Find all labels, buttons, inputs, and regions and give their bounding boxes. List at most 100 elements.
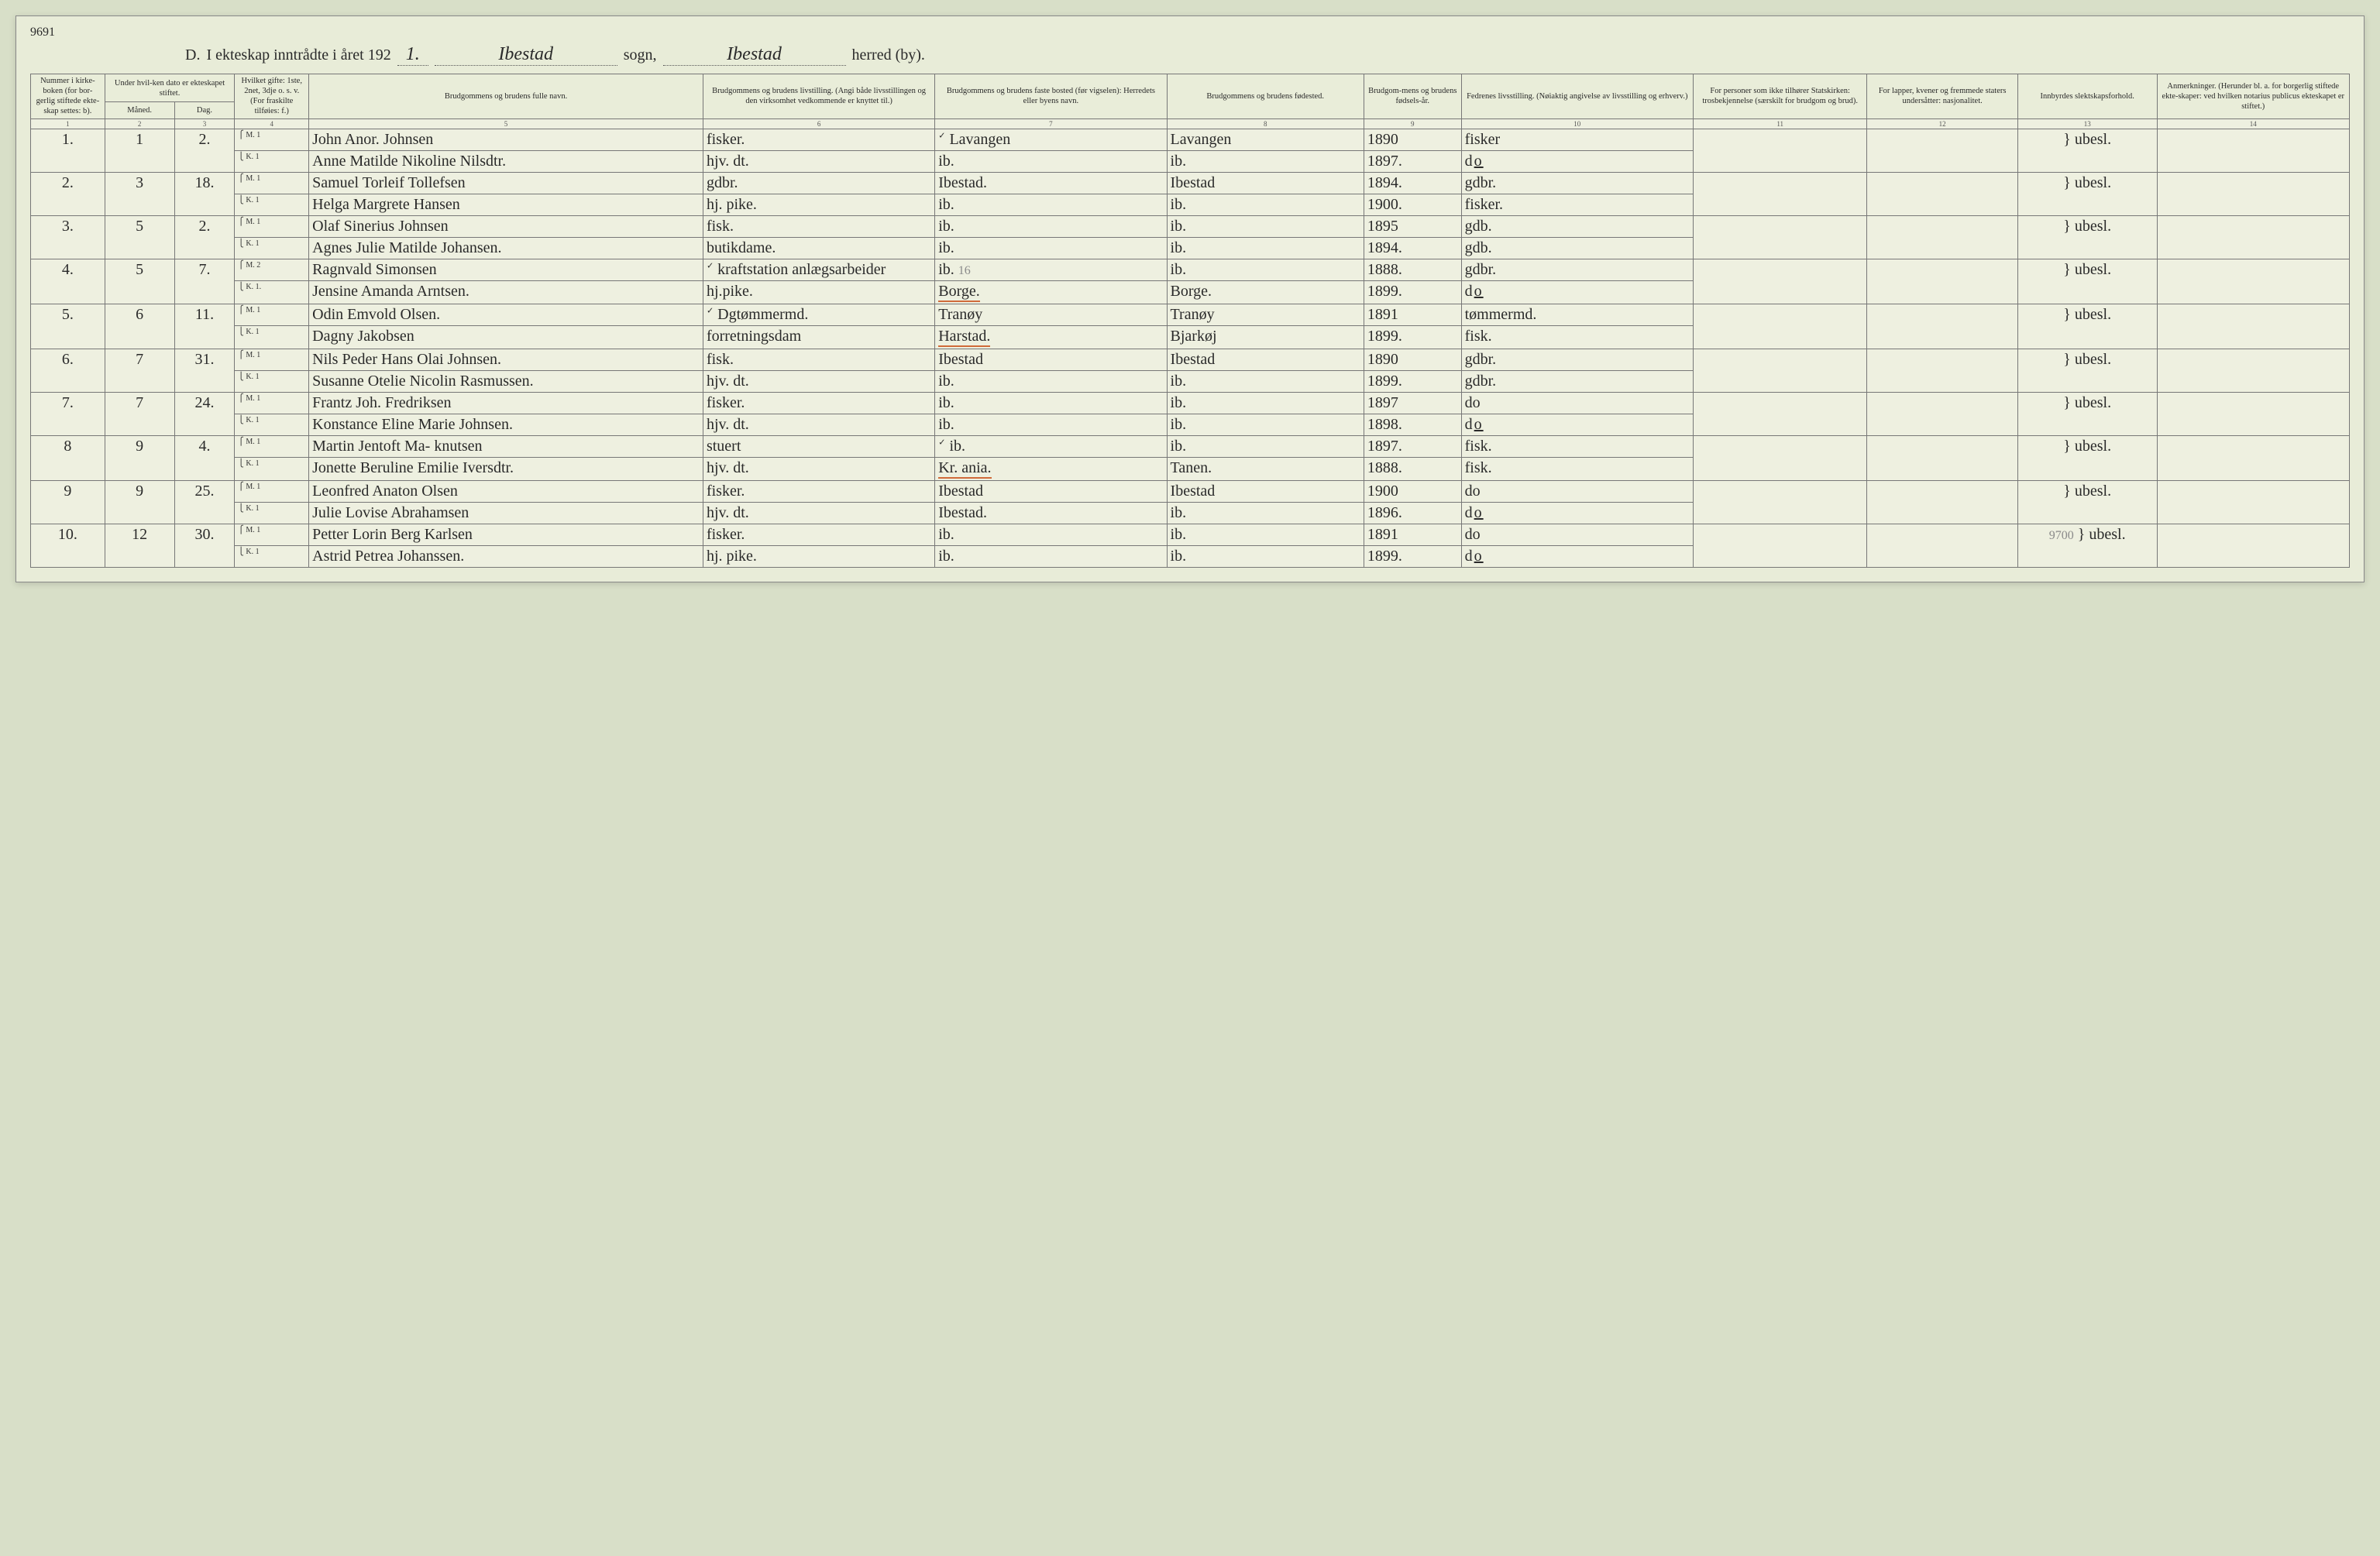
bride-occupation: hjv. dt. (703, 457, 934, 480)
gifte-m: ⎧ M. 1 (235, 480, 309, 502)
colnum: 2 (105, 119, 174, 129)
groom-name: Leonfred Anaton Olsen (309, 480, 703, 502)
col-6-header: Brudgommens og brudens livstilling. (Ang… (703, 74, 934, 119)
sogn-value: Ibestad (435, 44, 617, 66)
colnum: 6 (703, 119, 934, 129)
year-suffix: 1. (397, 44, 428, 66)
entry-month: 6 (105, 304, 174, 349)
col12-blank (1867, 215, 2018, 259)
groom-birthyear: 1890 (1364, 129, 1461, 150)
groom-birthplace: Ibestad (1167, 172, 1364, 194)
groom-residence: Ibestad (935, 349, 1167, 370)
groom-birthplace: ib. (1167, 524, 1364, 545)
col12-blank (1867, 129, 2018, 172)
colnum: 10 (1461, 119, 1693, 129)
bride-occupation: forretningsdam (703, 325, 934, 349)
bride-father-occ: fisk. (1461, 325, 1693, 349)
groom-name: Martin Jentoft Ma- knutsen (309, 435, 703, 457)
colnum: 1 (31, 119, 105, 129)
bride-birthplace: ib. (1167, 502, 1364, 524)
remarks (2157, 480, 2350, 524)
entry-row-m: 894.⎧ M. 1Martin Jentoft Ma- knutsenstue… (31, 435, 2350, 457)
bride-birthplace: ib. (1167, 150, 1364, 172)
col-3-header: Dag. (174, 102, 235, 119)
groom-residence: ✓ Lavangen (935, 129, 1167, 150)
entry-row-m: 1.12.⎧ M. 1John Anor. Johnsenfisker.✓ La… (31, 129, 2350, 150)
bride-father-occ: do (1461, 414, 1693, 435)
bride-birthplace: ib. (1167, 370, 1364, 392)
gifte-m: ⎧ M. 1 (235, 215, 309, 237)
col12-blank (1867, 392, 2018, 435)
colnum: 14 (2157, 119, 2350, 129)
bride-birthyear: 1899. (1364, 325, 1461, 349)
groom-birthyear: 1891 (1364, 304, 1461, 325)
colnum: 7 (935, 119, 1167, 129)
col12-blank (1867, 259, 2018, 304)
register-table: Nummer i kirke-boken (for bor-gerlig sti… (30, 74, 2350, 568)
bride-residence: Harstad. (935, 325, 1167, 349)
groom-residence: ib. (935, 524, 1167, 545)
entry-row-m: 2.318.⎧ M. 1Samuel Torleif Tollefsengdbr… (31, 172, 2350, 194)
col11-blank (1693, 259, 1866, 304)
bride-name: Astrid Petrea Johanssen. (309, 545, 703, 567)
bride-occupation: butikdame. (703, 237, 934, 259)
colnum: 11 (1693, 119, 1866, 129)
top-right-annotation: 9691 (30, 26, 55, 39)
groom-father-occ: gdb. (1461, 215, 1693, 237)
gifte-m: ⎧ M. 1 (235, 435, 309, 457)
bride-name: Anne Matilde Nikoline Nilsdtr. (309, 150, 703, 172)
bride-name: Susanne Otelie Nicolin Rasmussen. (309, 370, 703, 392)
entry-month: 5 (105, 215, 174, 259)
colnum: 3 (174, 119, 235, 129)
groom-father-occ: fisker (1461, 129, 1693, 150)
groom-occupation: fisk. (703, 215, 934, 237)
bride-residence: Kr. ania. (935, 457, 1167, 480)
entry-day: 2. (174, 129, 235, 172)
gifte-m: ⎧ M. 2 (235, 259, 309, 280)
bride-residence: ib. (935, 370, 1167, 392)
entry-number: 1. (31, 129, 105, 172)
bride-birthyear: 1888. (1364, 457, 1461, 480)
groom-birthyear: 1897 (1364, 392, 1461, 414)
bride-birthplace: Tanen. (1167, 457, 1364, 480)
entry-day: 2. (174, 215, 235, 259)
col12-blank (1867, 524, 2018, 567)
groom-occupation: ✓ kraftstation anlægsarbeider (703, 259, 934, 280)
entry-month: 3 (105, 172, 174, 215)
groom-birthyear: 1891 (1364, 524, 1461, 545)
col-4-header: Hvilket gifte: 1ste, 2net, 3dje o. s. v.… (235, 74, 309, 119)
gifte-k: ⎩ K. 1. (235, 280, 309, 304)
groom-name: Ragnvald Simonsen (309, 259, 703, 280)
bride-birthyear: 1899. (1364, 370, 1461, 392)
groom-birthplace: Lavangen (1167, 129, 1364, 150)
bride-residence: ib. (935, 414, 1167, 435)
groom-occupation: fisker. (703, 129, 934, 150)
bride-name: Dagny Jakobsen (309, 325, 703, 349)
col-9-header: Brudgom-mens og brudens fødsels-år. (1364, 74, 1461, 119)
bride-birthyear: 1899. (1364, 545, 1461, 567)
relationship: 9700 } ubesl. (2017, 524, 2157, 567)
col11-blank (1693, 304, 1866, 349)
bride-birthplace: Borge. (1167, 280, 1364, 304)
section-letter: D. (185, 46, 200, 64)
groom-residence: ✓ ib. (935, 435, 1167, 457)
groom-occupation: fisker. (703, 480, 934, 502)
col12-blank (1867, 435, 2018, 480)
entry-day: 30. (174, 524, 235, 567)
relationship: } ubesl. (2017, 349, 2157, 392)
bride-name: Jonette Beruline Emilie Iversdtr. (309, 457, 703, 480)
groom-name: Nils Peder Hans Olai Johnsen. (309, 349, 703, 370)
groom-father-occ: do (1461, 392, 1693, 414)
bride-residence: ib. (935, 545, 1167, 567)
groom-birthplace: Ibestad (1167, 480, 1364, 502)
relationship: } ubesl. (2017, 172, 2157, 215)
remarks (2157, 304, 2350, 349)
entry-day: 24. (174, 392, 235, 435)
entry-day: 31. (174, 349, 235, 392)
entry-month: 12 (105, 524, 174, 567)
groom-residence: ib. 16 (935, 259, 1167, 280)
groom-birthyear: 1894. (1364, 172, 1461, 194)
relationship: } ubesl. (2017, 259, 2157, 304)
bride-birthplace: ib. (1167, 414, 1364, 435)
bride-birthyear: 1899. (1364, 280, 1461, 304)
